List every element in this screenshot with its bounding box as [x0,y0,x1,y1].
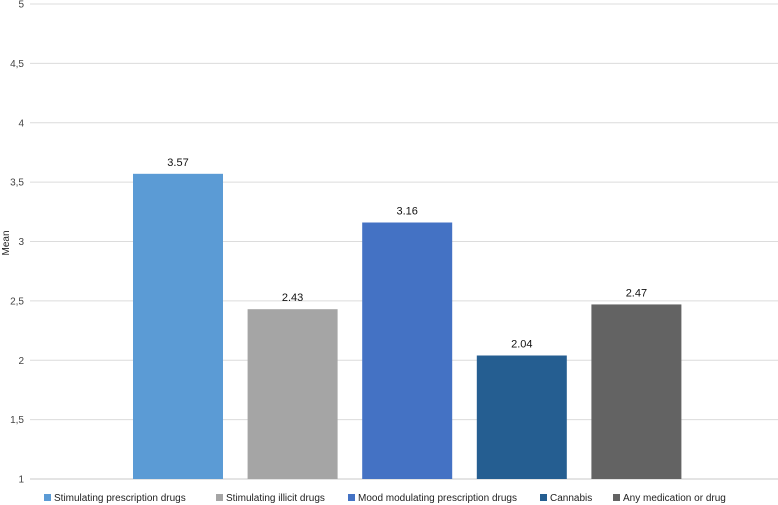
bar-2 [247,309,338,479]
legend-swatch-1 [44,494,51,501]
legend: Stimulating prescription drugs Stimulatin… [44,493,726,504]
y-tick-label: 1,5 [10,415,24,426]
legend-label-3: Mood modulating prescription drugs [358,493,517,504]
data-labels: 3.57 2.43 3.16 2.04 2.47 [167,157,647,351]
y-axis-ticks: 1 1,5 2 2,5 3 3,5 4 4,5 5 [10,0,24,486]
y-axis-label: Mean [1,230,12,255]
data-label-2: 2.43 [282,292,303,304]
y-tick-label: 2,5 [10,296,24,307]
legend-swatch-2 [216,494,223,501]
legend-label-4: Cannabis [550,493,592,504]
y-tick-label: 3,5 [10,178,24,189]
bar-1 [133,173,223,479]
bar-3 [362,222,453,479]
legend-swatch-3 [348,494,355,501]
legend-swatch-5 [613,494,620,501]
bars [133,173,682,479]
data-label-4: 2.04 [511,339,532,351]
bar-5 [591,304,682,479]
data-label-1: 3.57 [167,157,188,169]
legend-label-5: Any medication or drug [623,493,726,504]
y-tick-label: 3 [18,237,24,248]
y-tick-label: 4 [18,118,24,129]
legend-label-1: Stimulating prescription drugs [54,493,186,504]
legend-swatch-4 [540,494,547,501]
y-tick-label: 2 [18,356,24,367]
data-label-3: 3.16 [396,206,417,218]
data-label-5: 2.47 [626,287,647,299]
bar-4 [476,355,567,479]
legend-label-2: Stimulating illicit drugs [226,493,325,504]
y-tick-label: 5 [18,0,24,11]
y-tick-label: 4,5 [10,59,24,70]
y-tick-label: 1 [18,475,24,486]
